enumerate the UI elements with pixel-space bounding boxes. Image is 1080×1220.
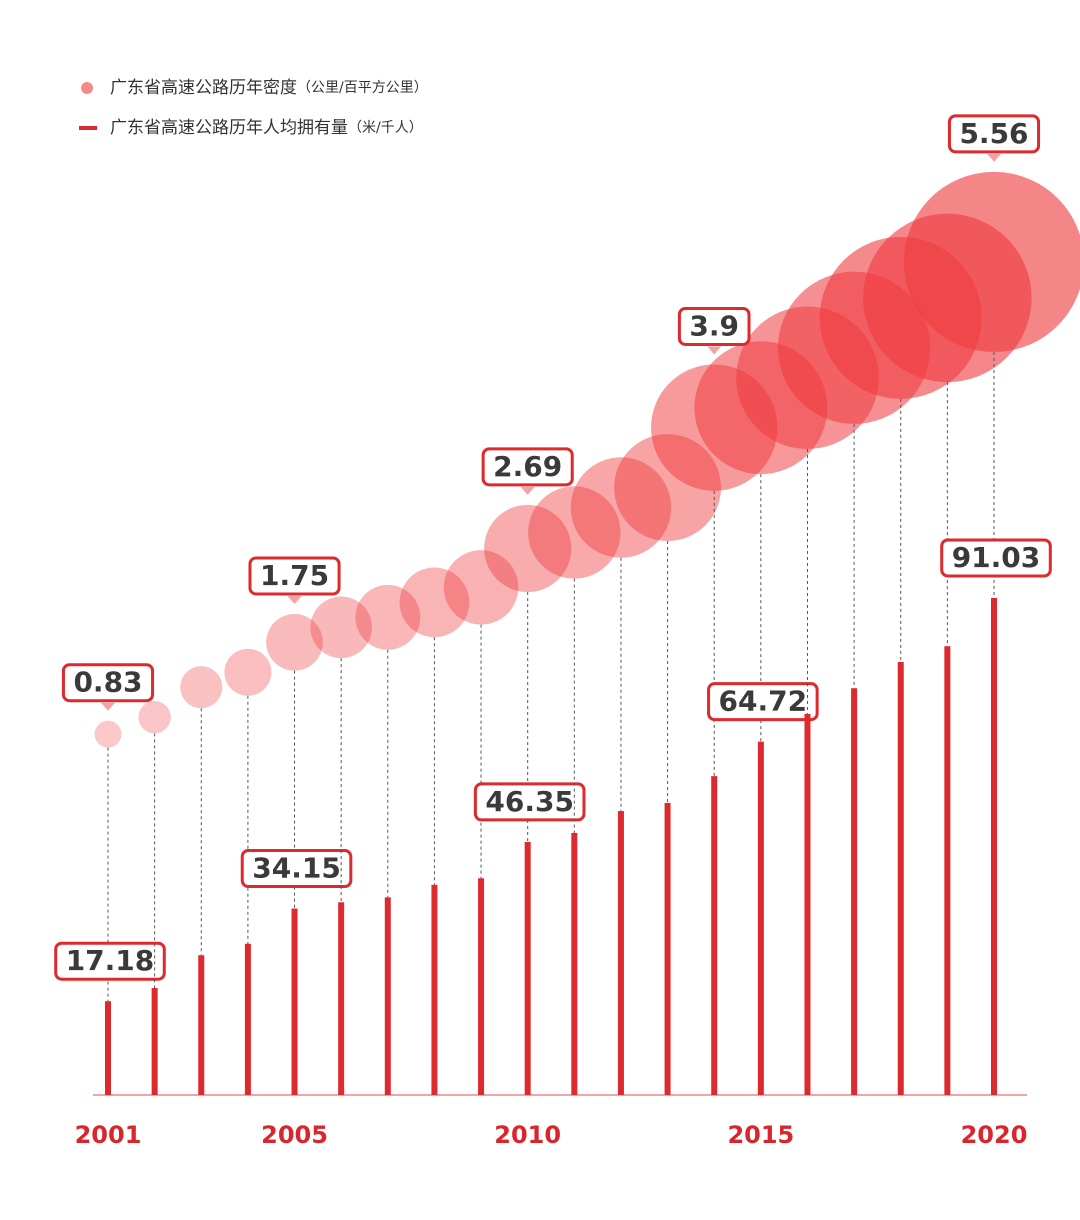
bar xyxy=(478,878,485,1095)
data-label-box xyxy=(947,114,1041,154)
legend-label: 广东省高速公路历年人均拥有量（米/千人） xyxy=(110,118,423,138)
label-pointer xyxy=(520,486,535,495)
bar xyxy=(105,1001,111,1095)
bar xyxy=(291,908,298,1095)
data-label: 1.75 xyxy=(260,559,329,592)
legend-unit: （公里/百平方公里） xyxy=(297,80,428,96)
bubble xyxy=(310,596,372,659)
bar xyxy=(944,646,951,1095)
bar xyxy=(851,688,858,1095)
bubble xyxy=(180,666,223,709)
label-pointer xyxy=(987,153,1001,162)
x-tick-label: 2015 xyxy=(727,1121,794,1149)
front-layer: 广东省高速公路历年密度（公里/百平方公里） 广东省高速公路历年人均拥有量（米/千人… xyxy=(54,78,1052,1149)
bar xyxy=(338,902,345,1095)
bar xyxy=(524,841,531,1095)
data-label: 17.18 xyxy=(66,944,155,977)
bar xyxy=(431,884,438,1095)
data-label: 0.83 xyxy=(73,666,142,699)
bubble xyxy=(484,504,572,593)
bar xyxy=(664,802,671,1095)
bubble-layer xyxy=(94,171,1080,748)
x-tick-label: 2001 xyxy=(75,1121,142,1149)
data-label: 34.15 xyxy=(252,852,341,885)
bubble xyxy=(903,171,1080,352)
legend-name: 广东省高速公路历年人均拥有量 xyxy=(110,118,348,138)
bubble xyxy=(399,567,470,638)
label-pointer xyxy=(707,346,722,355)
label-pointer xyxy=(101,702,115,711)
data-label-box xyxy=(473,782,586,822)
legend-marker xyxy=(79,126,97,130)
data-label-box xyxy=(940,538,1052,578)
bubble xyxy=(224,648,272,696)
legend-unit: （米/千人） xyxy=(348,120,423,136)
data-label-box xyxy=(707,682,819,722)
x-tick-label: 2005 xyxy=(261,1121,328,1149)
bubble xyxy=(570,457,672,558)
bar xyxy=(244,943,251,1095)
x-tick-label: 2020 xyxy=(961,1121,1028,1149)
bar xyxy=(757,741,764,1095)
bar xyxy=(571,832,578,1095)
data-label: 5.56 xyxy=(959,117,1028,150)
bubble xyxy=(528,486,621,579)
data-label-box xyxy=(677,306,751,346)
legend-label: 广东省高速公路历年密度（公里/百平方公里） xyxy=(110,78,428,98)
bubble xyxy=(355,584,421,650)
bar xyxy=(991,597,997,1095)
bubble xyxy=(94,720,122,748)
data-label: 64.72 xyxy=(719,685,808,718)
bubble xyxy=(138,700,171,734)
data-label: 46.35 xyxy=(485,785,574,818)
bar xyxy=(804,713,811,1095)
bar xyxy=(711,776,718,1095)
data-label-box xyxy=(54,941,166,981)
bar xyxy=(897,662,904,1095)
bubble xyxy=(266,613,323,671)
data-label: 91.03 xyxy=(952,541,1041,574)
data-label-box xyxy=(61,663,155,703)
data-label-box xyxy=(481,447,574,487)
bar xyxy=(198,955,205,1095)
legend-name: 广东省高速公路历年密度 xyxy=(110,78,297,98)
data-label: 3.9 xyxy=(689,309,739,342)
data-label: 2.69 xyxy=(493,450,562,483)
x-tick-label: 2010 xyxy=(494,1121,561,1149)
legend-marker xyxy=(81,82,93,94)
bar xyxy=(151,987,158,1095)
data-label-box xyxy=(240,849,353,889)
bubble xyxy=(443,550,519,625)
label-pointer xyxy=(287,595,302,604)
bar xyxy=(617,811,624,1095)
bar xyxy=(384,897,391,1095)
data-label-box xyxy=(248,556,341,596)
